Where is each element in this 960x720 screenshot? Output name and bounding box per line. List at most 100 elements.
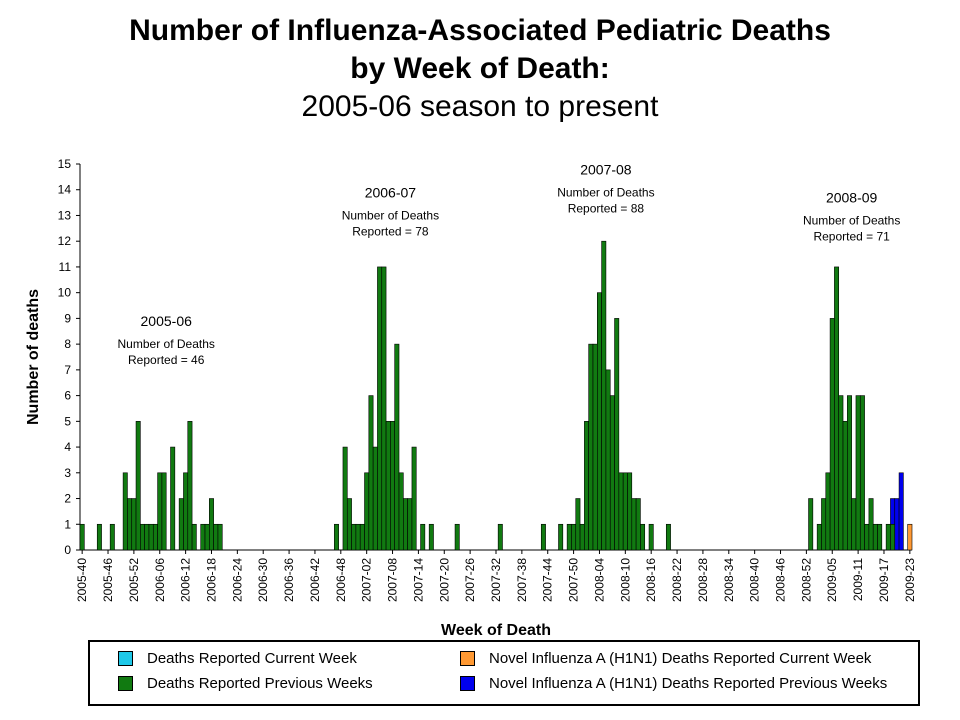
annotation-season-2007-08: 2007-08 [580,161,632,177]
y-tick-label-9: 9 [64,311,71,325]
x-tick-label-2007-26: 2007-26 [463,558,477,602]
x-tick-label-2007-14: 2007-14 [411,558,425,602]
bar-s1-w70 [381,266,387,551]
chart-title: Number of Influenza-Associated Pediatric… [129,14,831,47]
legend-item-h1n1-current-week: Novel Influenza A (H1N1) Deaths Reported… [460,650,871,667]
annotation-count-value-2008-09: Reported = 71 [813,230,890,244]
bar-s1-w176 [838,395,844,551]
y-tick-label-10: 10 [58,286,72,300]
legend-swatch-previous-weeks [118,676,133,691]
bar-s1-w26 [191,523,197,551]
bar-s1-w23 [178,498,184,551]
chart-title-line2: by Week of Death: [350,52,610,85]
bar-s1-w107 [540,523,546,551]
bar-s1-w63 [351,523,357,551]
bar-s1-w116 [579,523,585,551]
x-tick-label-2006-36: 2006-36 [282,558,296,602]
bar-s1-w62 [346,498,352,551]
bar-s1-w29 [204,523,210,551]
bar-s1-w21 [170,446,176,551]
bar-s1-w17 [152,523,158,551]
x-tick-label-2006-30: 2006-30 [256,558,270,602]
bar-s1-w117 [584,421,589,551]
x-tick-label-2007-50: 2007-50 [567,558,581,602]
bar-s1-w188 [890,523,896,551]
bar-s1-w73 [394,343,400,551]
bar-s1-w32 [217,523,223,551]
y-tick-label-8: 8 [64,337,71,351]
y-tick-label-14: 14 [58,183,72,197]
bar-s1-w64 [355,523,361,551]
bar-s1-w125 [618,472,624,551]
x-tick-label-2005-46: 2005-46 [101,558,115,602]
bar-s1-w183 [868,498,874,551]
bar-s1-w118 [588,343,594,551]
bar-s1-w14 [140,523,145,551]
bar-s1-w177 [842,421,848,551]
bar-s1-w185 [877,523,883,551]
bar-s1-w180 [855,395,861,551]
bar-s1-w10 [122,472,128,551]
bar-s1-w25 [187,421,193,551]
bar-s1-w172 [821,498,827,551]
bar-s1-w77 [411,446,417,551]
bar-s1-w115 [575,498,581,551]
x-tick-label-2008-10: 2008-10 [618,558,632,602]
bar-s1-w97 [497,523,503,551]
x-tick-label-2009-23: 2009-23 [903,558,917,602]
legend-label-h1n1-current-week: Novel Influenza A (H1N1) Deaths Reported… [489,650,872,667]
bar-s3-w190 [898,472,904,551]
bar-s1-w30 [209,498,214,551]
x-tick-label-2006-18: 2006-18 [204,558,218,602]
annotation-count-value-2005-06: Reported = 46 [128,353,205,367]
y-tick-label-2: 2 [64,492,71,506]
bar-s1-w76 [407,498,413,551]
x-tick-label-2005-52: 2005-52 [127,558,141,602]
x-tick-label-2007-02: 2007-02 [360,558,374,602]
legend-item-current-week: Deaths Reported Current Week [118,650,357,667]
bar-s1-w24 [183,472,189,551]
legend-item-previous-weeks: Deaths Reported Previous Weeks [118,675,373,692]
bar-s1-w173 [825,472,831,551]
bar-s1-w124 [614,318,620,551]
legend-label-previous-weeks: Deaths Reported Previous Weeks [147,675,373,692]
x-tick-label-2007-38: 2007-38 [515,558,529,602]
bar-s1-w120 [597,292,602,551]
bar-s1-w67 [368,395,374,551]
annotation-season-2006-07: 2006-07 [365,184,417,200]
bar-s1-w72 [390,421,395,551]
bar-s1-w128 [631,498,637,551]
x-tick-label-2009-17: 2009-17 [877,558,891,602]
bar-s1-w119 [592,343,598,551]
x-tick-label-2006-12: 2006-12 [179,558,193,602]
bar-s1-w0 [79,523,85,551]
bar-s1-w182 [864,523,870,551]
bar-s1-w132 [648,523,654,551]
bar-s1-w15 [144,523,150,551]
y-tick-label-5: 5 [64,414,71,428]
bar-s1-w19 [161,472,167,551]
y-tick-label-12: 12 [58,234,72,248]
x-tick-label-2008-46: 2008-46 [774,558,788,602]
annotation-count-label-2006-07: Number of Deaths [342,208,439,222]
bar-s1-w130 [640,523,646,551]
y-tick-label-15: 15 [58,157,72,171]
bar-s1-w136 [665,523,671,551]
x-tick-label-2008-04: 2008-04 [592,558,606,602]
y-tick-label-4: 4 [64,440,71,454]
bar-s1-w61 [342,446,348,551]
bar-s2-w192 [907,523,913,551]
y-tick-label-0: 0 [64,543,71,557]
legend-label-current-week: Deaths Reported Current Week [147,650,357,667]
x-tick-label-2008-16: 2008-16 [644,558,658,602]
bar-s1-w7 [109,523,115,551]
bar-s1-w121 [601,240,607,551]
bar-s1-w59 [334,523,339,551]
bar-s1-w169 [808,498,814,551]
y-tick-label-6: 6 [64,389,71,403]
x-axis-label: Week of Death [441,622,551,639]
x-tick-label-2007-44: 2007-44 [541,558,555,602]
bar-s1-w71 [385,421,391,551]
x-tick-label-2005-40: 2005-40 [75,558,89,602]
bar-s1-w87 [454,523,460,551]
